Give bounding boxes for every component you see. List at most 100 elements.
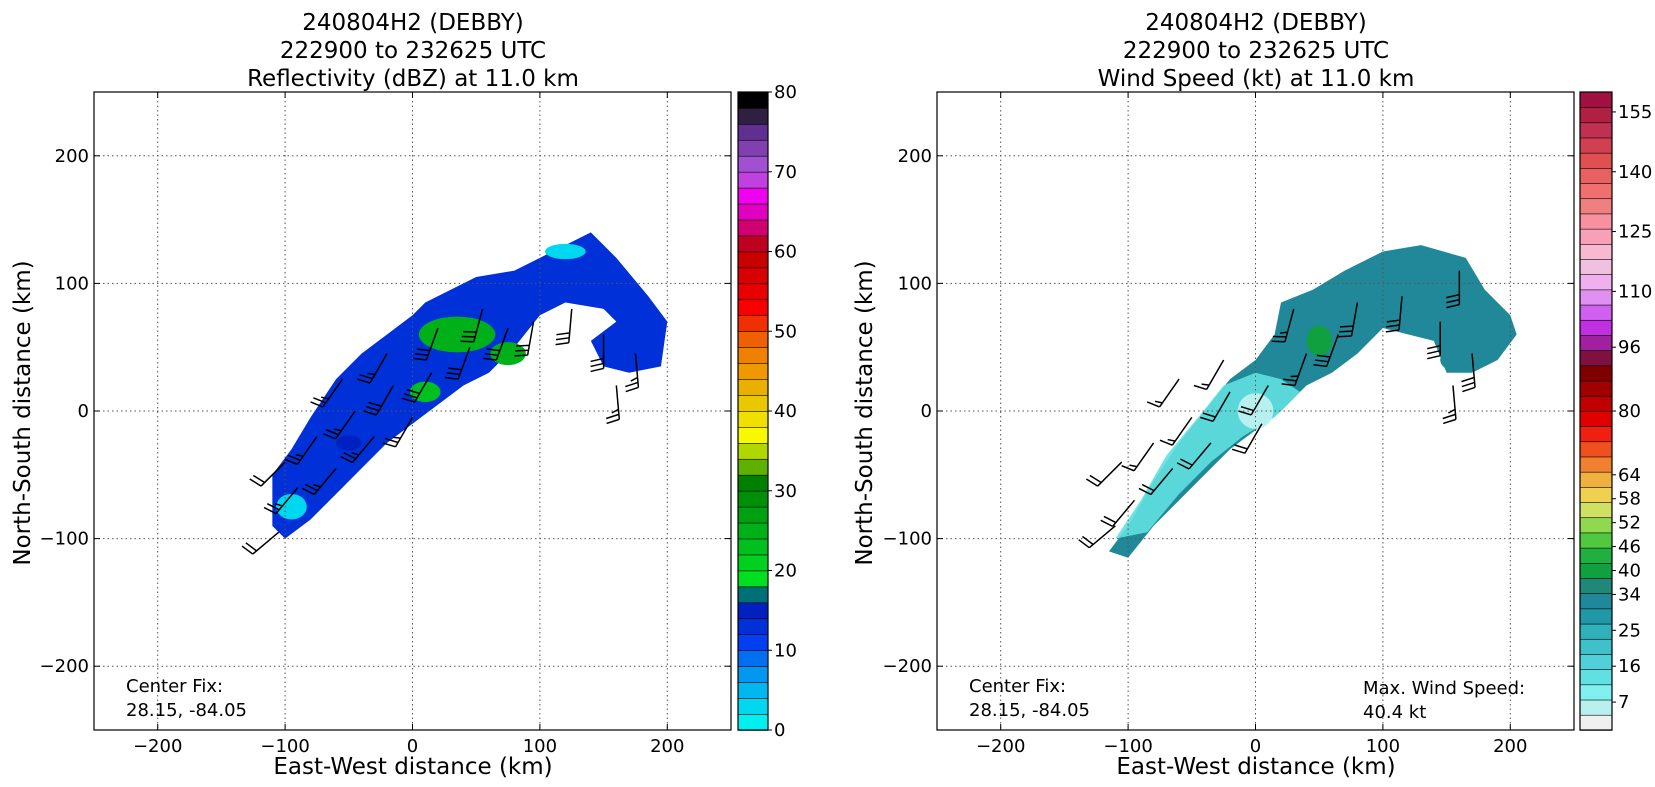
colorbar-swatch-2 — [1579, 684, 1613, 701]
colorbar-swatch-28 — [1579, 289, 1613, 306]
swath-region — [1108, 245, 1517, 558]
x-tick-label: 0 — [1250, 736, 1261, 757]
wind-barb-11 — [1271, 308, 1295, 343]
wind-barb-16 — [1442, 385, 1457, 425]
echo-cell-3 — [336, 435, 362, 451]
echo-cell-2 — [1455, 283, 1476, 309]
wind-barb-7 — [444, 346, 471, 380]
colorbar-swatch-19 — [737, 410, 769, 428]
colorbar-swatch-28 — [737, 267, 769, 285]
wind-barb-6 — [1238, 385, 1269, 416]
colorbar-swatch-30 — [737, 235, 769, 253]
wind-barb-5 — [363, 385, 395, 416]
colorbar-swatch-36 — [737, 139, 769, 157]
colorbar-tick-label: 30 — [774, 481, 797, 502]
wind-barb-6 — [401, 372, 433, 403]
wind-barb-3 — [1121, 442, 1155, 472]
colorbar-swatch-8 — [1579, 592, 1613, 610]
colorbar-swatch-1 — [1579, 699, 1613, 716]
wind-barb-14 — [1427, 321, 1441, 360]
colorbar-swatch-29 — [737, 251, 769, 269]
panel-title-line-2: 222900 to 232625 UTC — [1123, 38, 1389, 64]
colorbar-swatch-4 — [1579, 653, 1613, 670]
colorbar-swatch-15 — [1579, 486, 1613, 503]
wind-barb-0 — [263, 487, 299, 515]
colorbar-swatch-4 — [737, 649, 769, 667]
colorbar-swatch-2 — [737, 681, 769, 699]
colorbar-swatch-33 — [737, 187, 769, 205]
wind-barb-17 — [1078, 525, 1116, 549]
wind-barb-16 — [625, 353, 640, 393]
y-tick-label: −200 — [40, 656, 89, 677]
wind-barb-12 — [1338, 302, 1359, 338]
colorbar-swatch-18 — [737, 426, 769, 444]
wind-barb-5 — [1200, 391, 1231, 423]
center-fix-label: Center Fix: — [126, 676, 223, 697]
reflectivity-colorbar: 0 10 20 30 40 50 60 70 80 — [737, 82, 797, 741]
y-tick-label: 200 — [55, 146, 89, 167]
colorbar-swatch-24 — [1579, 349, 1613, 367]
colorbar-swatch-17 — [737, 442, 769, 460]
wind-barb-4 — [323, 410, 356, 440]
y-tick-label: 0 — [921, 401, 932, 422]
wind-barb-8 — [483, 327, 509, 361]
colorbar-swatch-24 — [737, 330, 769, 348]
colorbar-tick-label: 125 — [1618, 222, 1652, 243]
colorbar-swatch-35 — [1579, 182, 1613, 200]
swath-region — [272, 232, 668, 539]
colorbar-swatch-23 — [737, 346, 769, 364]
colorbar-swatch-3 — [737, 665, 769, 683]
colorbar-swatch-10 — [1579, 562, 1613, 579]
wind-barb-14 — [555, 308, 573, 346]
colorbar-swatch-39 — [737, 91, 769, 109]
panel-title-line-3: Wind Speed (kt) at 11.0 km — [1098, 66, 1415, 92]
echo-cell-1 — [1306, 325, 1332, 357]
colorbar-swatch-31 — [737, 219, 769, 237]
colorbar-swatch-11 — [737, 538, 769, 556]
wind-barb-7 — [1281, 353, 1308, 387]
colorbar-swatch-29 — [1579, 273, 1613, 291]
center-fix-value: 28.15, -84.05 — [969, 700, 1090, 721]
colorbar-swatch-31 — [1579, 243, 1613, 260]
colorbar-swatch-13 — [737, 506, 769, 524]
max-wind-label: Max. Wind Speed: — [1363, 678, 1525, 699]
colorbar-tick-label: 40 — [1618, 561, 1641, 582]
colorbar-swatch-21 — [737, 378, 769, 396]
colorbar-swatch-27 — [737, 283, 769, 301]
colorbar-swatch-16 — [1579, 471, 1613, 488]
wind-barb-9 — [310, 378, 344, 408]
colorbar-tick-label: 80 — [1618, 401, 1641, 422]
y-tick-label: 0 — [78, 401, 89, 422]
x-tick-label: 0 — [407, 736, 418, 757]
colorbar-swatch-26 — [1579, 319, 1613, 336]
colorbar-swatch-34 — [1579, 198, 1613, 215]
colorbar-tick-label: 80 — [774, 82, 797, 103]
wind-barb-1 — [301, 467, 337, 496]
wind-barb-20 — [1446, 270, 1461, 309]
y-tick-label: 100 — [898, 273, 932, 294]
colorbar-tick-label: 25 — [1618, 620, 1641, 641]
wind-barb-4 — [1159, 416, 1193, 446]
echo-cell-3 — [1440, 349, 1466, 371]
x-axis-label: East-West distance (km) — [1116, 754, 1395, 780]
wind-barb-13 — [514, 321, 535, 357]
y-axis-label: North-South distance (km) — [852, 260, 878, 565]
x-tick-label: 100 — [1366, 736, 1400, 757]
colorbar-swatch-15 — [737, 474, 769, 492]
wind-barb-3 — [284, 436, 318, 466]
colorbar-swatch-9 — [1579, 577, 1613, 594]
colorbar-tick-label: 50 — [774, 321, 797, 342]
wind-barb-12 — [460, 308, 484, 343]
colorbar-swatch-20 — [1579, 410, 1613, 427]
colorbar-swatch-38 — [737, 107, 769, 125]
center-fix-value: 28.15, -84.05 — [126, 700, 247, 721]
colorbar-swatch-35 — [737, 155, 769, 173]
colorbar-tick-label: 96 — [1618, 337, 1641, 358]
x-tick-label: 200 — [650, 736, 684, 757]
wind-speed-plot-area: −200 −100 0 100 200 −200 −100 0 100 200 — [883, 91, 1575, 757]
colorbar-swatch-33 — [1579, 213, 1613, 230]
reflectivity-plot-area: −200 −100 0 100 200 −200 −100 0 100 200 — [40, 91, 732, 757]
colorbar-swatch-18 — [1579, 441, 1613, 458]
colorbar-tick-label: 60 — [774, 242, 797, 263]
echo-cell-5 — [276, 493, 307, 520]
